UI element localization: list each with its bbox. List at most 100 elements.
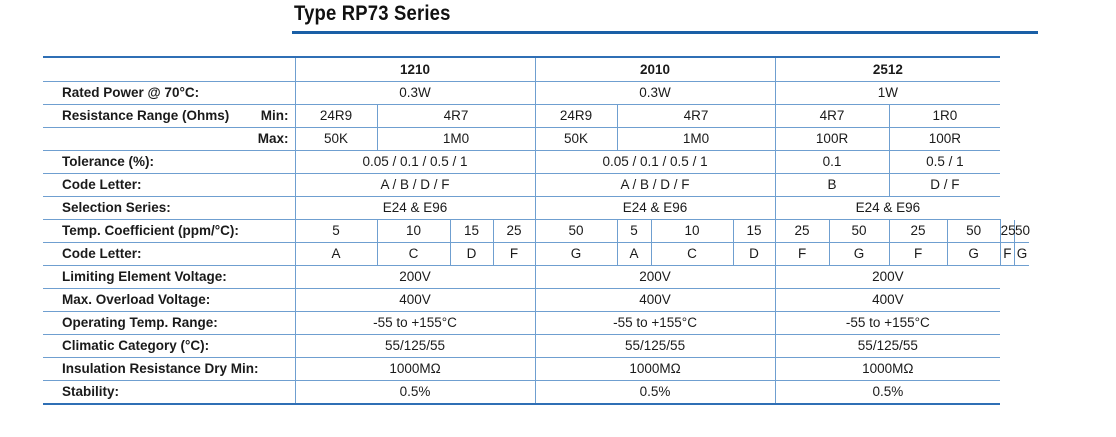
table-row: Max: 50K 1M0 50K 1M0 100R 100R [43, 127, 1029, 151]
tcr-cell: 25 [888, 219, 948, 243]
max-label: Max: [43, 127, 295, 151]
row-label: Stability: [43, 380, 295, 405]
code-cell: G [534, 242, 618, 266]
tcr-cell: 25 [774, 219, 830, 243]
row-label: Code Letter: [43, 173, 295, 197]
value-cell: 1W [774, 81, 1001, 105]
code-cell: F [999, 242, 1015, 266]
value-cell: E24 & E96 [534, 196, 776, 220]
row-label: Limiting Element Voltage: [43, 265, 295, 289]
row-label: Climatic Category (°C): [43, 334, 295, 358]
code-cell: F [774, 242, 830, 266]
value-cell: 24R9 [534, 104, 618, 128]
tcr-cell: 50 [1014, 219, 1030, 243]
value-cell: 1M0 [616, 127, 776, 151]
row-label: Max. Overload Voltage: [43, 288, 295, 312]
row-label: Temp. Coefficient (ppm/°C): [43, 219, 295, 243]
tcr-cell: 5 [616, 219, 652, 243]
value-cell: 0.5% [294, 380, 536, 405]
value-cell: 1R0 [888, 104, 1001, 128]
tcr-cell: 10 [650, 219, 734, 243]
value-cell: -55 to +155°C [294, 311, 536, 335]
tcr-cell: 15 [449, 219, 493, 243]
value-cell: 400V [774, 288, 1001, 312]
resistance-range-label: Resistance Range (Ohms) [62, 108, 230, 123]
value-cell: 400V [294, 288, 536, 312]
tcr-cell: 25 [999, 219, 1016, 243]
table-row: Max. Overload Voltage: 400V 400V 400V [43, 288, 1029, 312]
row-label: Resistance Range (Ohms) Min: [43, 104, 295, 128]
tcr-cell: 5 [294, 219, 377, 243]
value-cell: 0.5 / 1 [888, 150, 1001, 174]
table-row: Code Letter: A C D F G A C D F G F G F G [43, 242, 1029, 266]
table-row: Tolerance (%): 0.05 / 0.1 / 0.5 / 1 0.05… [43, 150, 1029, 174]
value-cell: 55/125/55 [774, 334, 1001, 358]
value-cell: 1M0 [376, 127, 536, 151]
size-header-row: 1210 2010 2512 [43, 56, 1029, 82]
tcr-cell: 50 [534, 219, 618, 243]
value-cell: E24 & E96 [774, 196, 1001, 220]
min-label: Min: [260, 108, 289, 123]
value-cell: 400V [534, 288, 776, 312]
value-cell: 0.5% [774, 380, 1001, 405]
value-cell: 1000MΩ [534, 357, 776, 381]
value-cell: 50K [534, 127, 618, 151]
value-cell: 0.3W [534, 81, 776, 105]
code-cell: C [376, 242, 450, 266]
tcr-cell: 50 [828, 219, 890, 243]
row-label: Code Letter: [43, 242, 295, 266]
value-cell: 50K [294, 127, 377, 151]
size-2512-header: 2512 [774, 56, 1001, 82]
spec-table: 1210 2010 2512 Rated Power @ 70°C: 0.3W … [43, 56, 1030, 405]
value-cell: 4R7 [616, 104, 776, 128]
value-cell: 1000MΩ [774, 357, 1001, 381]
tcr-cell: 25 [492, 219, 536, 243]
code-cell: D [449, 242, 493, 266]
value-cell: -55 to +155°C [774, 311, 1001, 335]
size-1210-header: 1210 [294, 56, 536, 82]
row-label: Tolerance (%): [43, 150, 295, 174]
row-label: Rated Power @ 70°C: [43, 81, 295, 105]
row-label: Selection Series: [43, 196, 295, 220]
table-row: Limiting Element Voltage: 200V 200V 200V [43, 265, 1029, 289]
size-2010-header: 2010 [534, 56, 776, 82]
value-cell: 100R [888, 127, 1001, 151]
value-cell: 4R7 [774, 104, 890, 128]
table-row: Insulation Resistance Dry Min: 1000MΩ 10… [43, 357, 1029, 381]
value-cell: 55/125/55 [294, 334, 536, 358]
code-cell: C [650, 242, 734, 266]
value-cell: 100R [774, 127, 890, 151]
title-underline [292, 31, 1038, 34]
code-cell: A [294, 242, 377, 266]
code-cell: F [492, 242, 536, 266]
table-row: Selection Series: E24 & E96 E24 & E96 E2… [43, 196, 1029, 220]
value-cell: 0.05 / 0.1 / 0.5 / 1 [534, 150, 776, 174]
value-cell: A / B / D / F [534, 173, 776, 197]
value-cell: E24 & E96 [294, 196, 536, 220]
value-cell: D / F [888, 173, 1001, 197]
code-cell: G [946, 242, 1001, 266]
value-cell: 24R9 [294, 104, 377, 128]
code-cell: D [732, 242, 776, 266]
value-cell: 55/125/55 [534, 334, 776, 358]
tcr-cell: 50 [946, 219, 1001, 243]
value-cell: 4R7 [376, 104, 536, 128]
header-blank [43, 56, 295, 82]
table-row: Stability: 0.5% 0.5% 0.5% [43, 380, 1029, 405]
value-cell: B [774, 173, 890, 197]
value-cell: -55 to +155°C [534, 311, 776, 335]
table-row: Rated Power @ 70°C: 0.3W 0.3W 1W [43, 81, 1029, 105]
table-row: Climatic Category (°C): 55/125/55 55/125… [43, 334, 1029, 358]
value-cell: 200V [534, 265, 776, 289]
row-label: Operating Temp. Range: [43, 311, 295, 335]
value-cell: 1000MΩ [294, 357, 536, 381]
code-cell: G [1014, 242, 1029, 266]
code-cell: G [828, 242, 890, 266]
value-cell: A / B / D / F [294, 173, 536, 197]
value-cell: 200V [774, 265, 1001, 289]
table-row: Resistance Range (Ohms) Min: 24R9 4R7 24… [43, 104, 1029, 128]
tcr-cell: 10 [376, 219, 450, 243]
value-cell: 200V [294, 265, 536, 289]
row-label: Insulation Resistance Dry Min: [43, 357, 295, 381]
table-row: Temp. Coefficient (ppm/°C): 5 10 15 25 5… [43, 219, 1030, 243]
